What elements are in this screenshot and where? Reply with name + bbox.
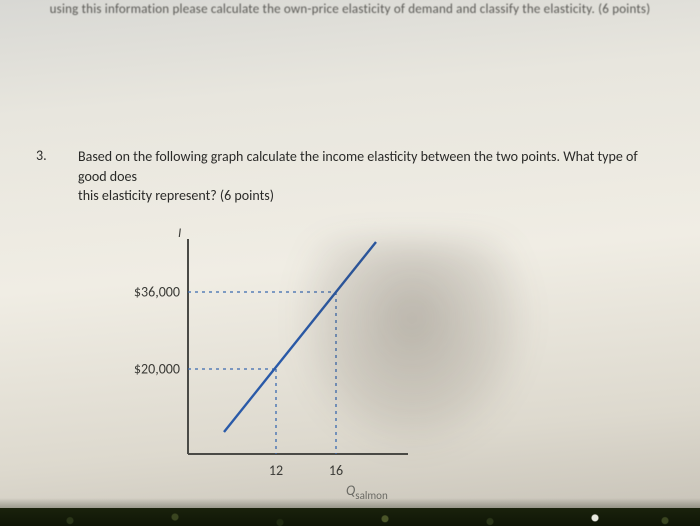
question-line-1: Based on the following graph calculate t…: [78, 148, 638, 185]
income-elasticity-chart: I $36,000 $20,000 12 16 Qsalmon: [116, 224, 456, 504]
photo-bottom-texture: [0, 508, 700, 526]
demand-line: [224, 242, 376, 432]
question-line-2: this elasticity represent? (6 points): [78, 187, 274, 204]
previous-question-cutoff: using this information please calculate …: [30, 0, 670, 17]
question-text: Based on the following graph calculate t…: [56, 147, 670, 206]
chart-svg: [116, 224, 456, 504]
question-number: 3.: [36, 147, 47, 164]
question-3: 3. Based on the following graph calculat…: [30, 147, 670, 504]
